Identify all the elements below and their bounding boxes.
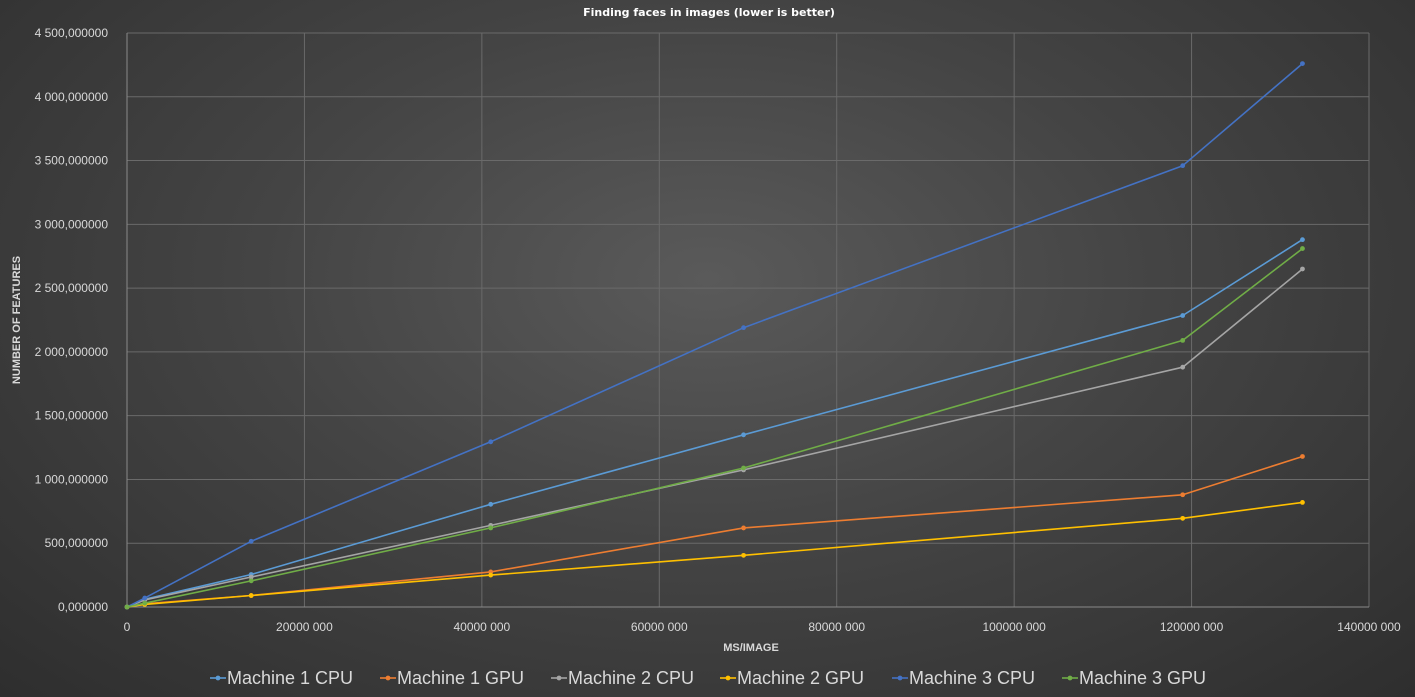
data-point: [142, 595, 148, 601]
legend-item: Machine 1 GPU: [380, 668, 524, 688]
data-point: [741, 525, 746, 531]
data-point: [488, 572, 494, 578]
x-tick-label: 140000 000: [1337, 620, 1401, 634]
data-point: [124, 604, 130, 610]
legend-label: Machine 1 CPU: [227, 668, 353, 688]
gridlines: [126, 32, 1370, 608]
legend-label: Machine 1 GPU: [397, 668, 524, 688]
series-machine-1-cpu: [124, 237, 1305, 610]
legend-point-marker: [215, 675, 221, 681]
data-point: [1180, 163, 1186, 169]
data-point: [1180, 492, 1186, 498]
series-machine-1-gpu: [124, 454, 1305, 610]
data-point: [248, 538, 254, 544]
y-tick-label: 3 000,000000: [35, 217, 109, 231]
legend-point-marker: [556, 675, 562, 681]
y-tick-label: 0,000000: [58, 600, 108, 614]
legend-label: Machine 2 CPU: [568, 668, 694, 688]
series-machine-3-cpu: [124, 61, 1305, 610]
legend-label: Machine 3 CPU: [909, 668, 1035, 688]
series-line: [126, 501, 1303, 608]
x-tick-label: 0: [124, 620, 131, 634]
data-point: [1300, 266, 1305, 272]
legend-item: Machine 2 GPU: [720, 668, 864, 688]
data-point: [1300, 454, 1305, 459]
data-point: [248, 593, 254, 598]
y-tick-label: 4 000,000000: [35, 90, 109, 104]
data-point: [741, 552, 746, 558]
data-point: [1300, 500, 1305, 505]
data-point: [1180, 364, 1186, 370]
y-tick-label: 1 000,000000: [35, 472, 109, 486]
x-axis-label: MS/IMAGE: [723, 642, 779, 654]
series-line: [126, 62, 1304, 608]
legend-point-marker: [1067, 675, 1073, 681]
y-axis-ticks: 0,000000 500,000000 1 000,000000 1 500,0000…: [35, 26, 109, 614]
legend-item: Machine 2 CPU: [551, 668, 694, 688]
y-tick-label: 4 500,000000: [35, 26, 109, 40]
legend-item: Machine 1 CPU: [210, 668, 353, 688]
data-point: [1300, 246, 1305, 251]
x-tick-label: 40000 000: [453, 620, 510, 634]
y-tick-label: 3 500,000000: [35, 154, 109, 168]
series-line: [126, 247, 1303, 608]
x-tick-label: 120000 000: [1160, 620, 1224, 634]
legend-item: Machine 3 CPU: [892, 668, 1035, 688]
legend-point-marker: [897, 675, 903, 681]
y-tick-label: 500,000000: [45, 536, 109, 550]
data-point: [741, 432, 746, 438]
series-machine-2-gpu: [124, 500, 1305, 610]
x-tick-label: 20000 000: [276, 620, 333, 634]
chart-title: Finding faces in images (lower is better…: [583, 6, 835, 19]
data-point: [248, 578, 254, 584]
data-point: [1180, 313, 1186, 318]
legend-item: Machine 3 GPU: [1062, 668, 1206, 688]
data-point: [741, 465, 746, 471]
y-axis-label: NUMBER OF FEATURES: [11, 256, 23, 384]
legend-point-marker: [725, 675, 731, 681]
y-tick-label: 2 000,000000: [35, 345, 109, 359]
data-point: [488, 525, 494, 531]
legend-label: Machine 3 GPU: [1079, 668, 1206, 688]
legend-label: Machine 2 GPU: [737, 668, 864, 688]
series-machine-3-gpu: [124, 246, 1305, 610]
series-lines: [124, 61, 1305, 610]
legend: Machine 1 CPU Machine 1 GPU Machine 2 CPU M…: [210, 668, 1206, 688]
series-line: [126, 238, 1303, 608]
data-point: [741, 325, 746, 331]
series-line: [126, 268, 1304, 608]
data-point: [1300, 61, 1305, 67]
data-point: [1180, 338, 1186, 343]
x-tick-label: 60000 000: [631, 620, 688, 634]
x-axis-ticks: 0 20000 000 40000 000 60000 000 80000 000 100…: [124, 620, 1401, 634]
data-point: [248, 574, 254, 580]
x-tick-label: 80000 000: [808, 620, 865, 634]
x-tick-label: 100000 000: [982, 620, 1046, 634]
data-point: [1180, 515, 1186, 521]
y-tick-label: 1 500,000000: [35, 409, 109, 423]
legend-point-marker: [385, 675, 391, 681]
data-point: [1300, 237, 1305, 243]
data-point: [488, 439, 494, 445]
data-point: [488, 501, 494, 507]
y-tick-label: 2 500,000000: [35, 281, 109, 295]
data-point: [142, 600, 148, 606]
